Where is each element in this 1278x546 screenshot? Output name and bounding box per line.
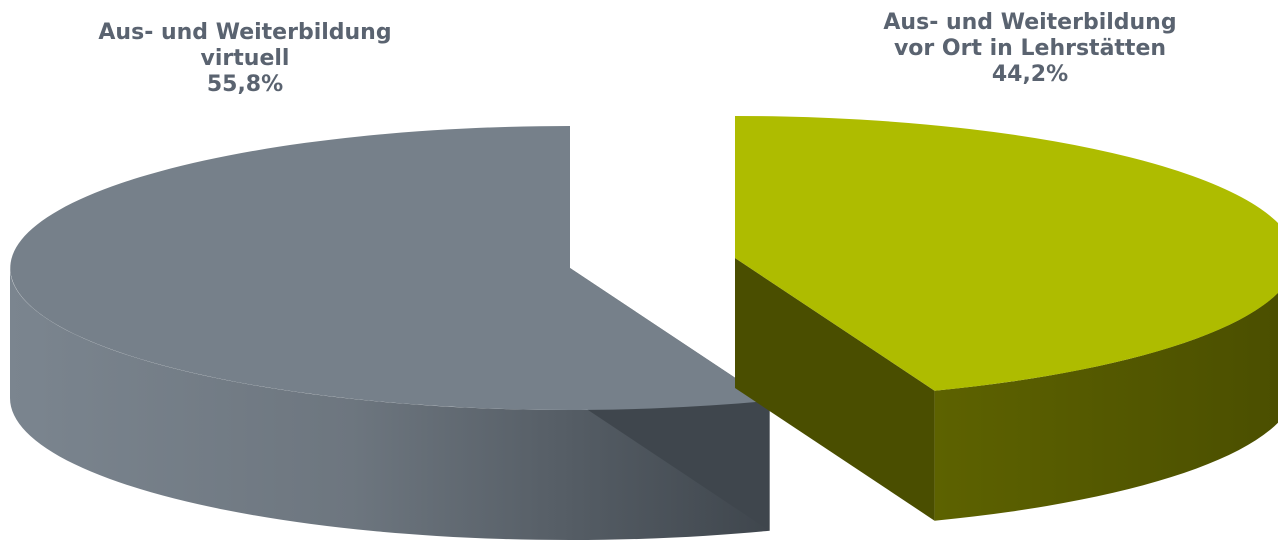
slice-label-vor-ort: Aus- und Weiterbildung vor Ort in Lehrst… xyxy=(840,10,1220,88)
pie-slice-vor-ort xyxy=(735,116,1278,521)
pie-slice-virtuell xyxy=(9,126,770,541)
slice-label-vor-ort-line2: vor Ort in Lehrstätten xyxy=(893,36,1167,61)
slice-label-vor-ort-line1: Aus- und Weiterbildung xyxy=(883,10,1177,35)
slice-label-virtuell-line2: virtuell xyxy=(200,46,290,71)
pie-slice-virtuell-top xyxy=(10,126,770,410)
slice-value-virtuell: 55,8% xyxy=(206,72,284,97)
slice-label-virtuell: Aus- und Weiterbildung virtuell 55,8% xyxy=(55,20,435,98)
pie-slice-vor-ort-side xyxy=(934,292,1278,521)
pie-slice-vor-ort-face xyxy=(735,258,935,521)
slice-value-vor-ort: 44,2% xyxy=(991,62,1069,87)
pie-slice-virtuell-side xyxy=(9,268,770,541)
slice-label-virtuell-line1: Aus- und Weiterbildung xyxy=(98,20,392,45)
pie-slice-vor-ort-top xyxy=(735,116,1278,391)
